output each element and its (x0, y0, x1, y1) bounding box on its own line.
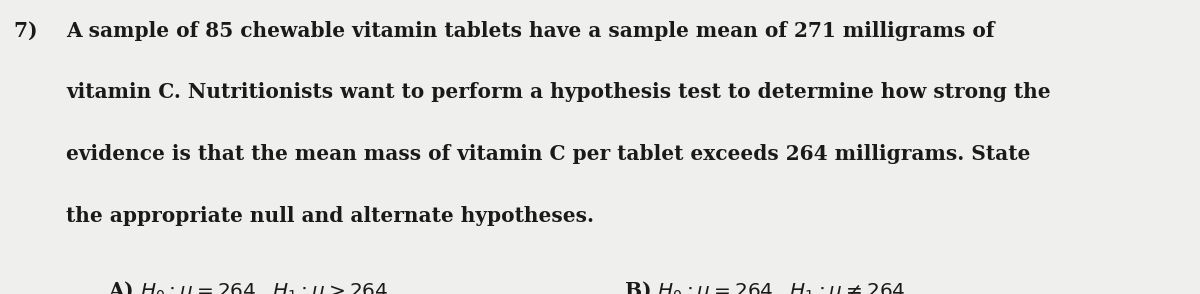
Text: A sample of 85 chewable vitamin tablets have a sample mean of 271 milligrams of: A sample of 85 chewable vitamin tablets … (66, 21, 995, 41)
Text: vitamin C. Nutritionists want to perform a hypothesis test to determine how stro: vitamin C. Nutritionists want to perform… (66, 82, 1051, 102)
Text: B) $H_0: \mu = 264,\ H_1: \mu \neq 264$: B) $H_0: \mu = 264,\ H_1: \mu \neq 264$ (624, 279, 906, 294)
Text: evidence is that the mean mass of vitamin C per tablet exceeds 264 milligrams. S: evidence is that the mean mass of vitami… (66, 144, 1031, 164)
Text: the appropriate null and alternate hypotheses.: the appropriate null and alternate hypot… (66, 206, 594, 226)
Text: A) $H_0: \mu = 264,\ H_1: \mu > 264$: A) $H_0: \mu = 264,\ H_1: \mu > 264$ (108, 279, 389, 294)
Text: 7): 7) (14, 21, 44, 41)
